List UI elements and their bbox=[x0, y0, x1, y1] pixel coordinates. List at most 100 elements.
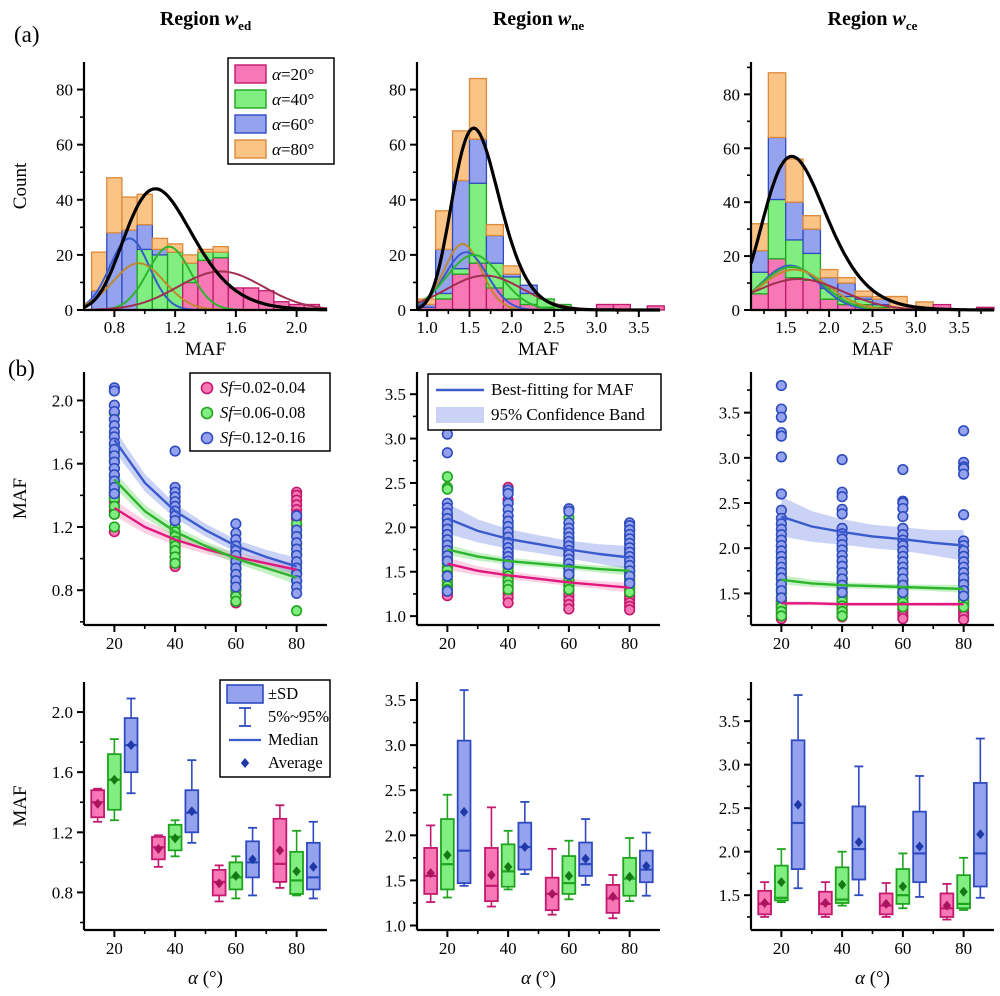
svg-text:3.0: 3.0 bbox=[586, 318, 607, 337]
svg-text:3.5: 3.5 bbox=[949, 318, 970, 337]
axes: 20 40 60 80 0.8 1.2 1.6 2.0 MAF bbox=[10, 372, 327, 653]
svg-text:40: 40 bbox=[500, 634, 517, 653]
svg-text:2.5: 2.5 bbox=[719, 494, 740, 513]
average-diamond bbox=[93, 798, 102, 809]
average-diamond bbox=[487, 869, 496, 880]
svg-text:40: 40 bbox=[167, 634, 184, 653]
fit-lines bbox=[113, 439, 297, 579]
svg-text:1.2: 1.2 bbox=[52, 823, 73, 842]
axes: 20 40 60 80 0.8 1.2 1.6 2.0 MAF α (°) bbox=[10, 682, 327, 989]
svg-text:60: 60 bbox=[894, 939, 911, 958]
svg-text:Average: Average bbox=[268, 753, 323, 772]
svg-text:0.8: 0.8 bbox=[52, 581, 73, 600]
svg-text:MAF: MAF bbox=[518, 339, 559, 360]
axes: 20 40 60 80 1.0 1.5 2.0 2.5 3.0 3.5 α (°) bbox=[385, 682, 660, 989]
average-diamond bbox=[426, 868, 435, 879]
svg-text:3.5: 3.5 bbox=[385, 691, 406, 710]
svg-text:α=80°: α=80° bbox=[272, 140, 314, 159]
axes: 0.8 1.2 1.6 2.0 0 20 40 60 80 Count MAF bbox=[10, 62, 327, 360]
average-diamond bbox=[443, 850, 452, 861]
axes: 20 40 60 80 1.0 1.5 2.0 2.5 3.0 3.5 bbox=[385, 372, 660, 653]
svg-text:80: 80 bbox=[723, 85, 740, 104]
svg-text:0.8: 0.8 bbox=[52, 883, 73, 902]
svg-text:3.0: 3.0 bbox=[719, 449, 740, 468]
svg-text:2.5: 2.5 bbox=[719, 799, 740, 818]
svg-text:Median: Median bbox=[268, 730, 318, 749]
axes: 20 40 60 80 1.5 2.0 2.5 3.0 3.5 bbox=[719, 372, 994, 653]
average-diamond bbox=[837, 879, 847, 890]
svg-text:MAF: MAF bbox=[852, 339, 893, 360]
legend: Sf=0.02-0.04 Sf=0.06-0.08 Sf=0.12-0.16 bbox=[189, 372, 331, 452]
average-diamond bbox=[959, 886, 968, 897]
total-fit-curve bbox=[83, 187, 328, 312]
svg-text:2.0: 2.0 bbox=[52, 703, 73, 722]
svg-text:40: 40 bbox=[389, 191, 406, 210]
svg-text:1.5: 1.5 bbox=[459, 318, 480, 337]
svg-text:80: 80 bbox=[955, 634, 972, 653]
svg-text:α=60°: α=60° bbox=[272, 115, 314, 134]
svg-text:20: 20 bbox=[773, 634, 790, 653]
panel-title-wce: Region wce bbox=[827, 8, 918, 33]
svg-text:60: 60 bbox=[389, 136, 406, 155]
svg-text:80: 80 bbox=[288, 634, 305, 653]
svg-text:2.0: 2.0 bbox=[286, 318, 307, 337]
svg-text:α (°): α (°) bbox=[521, 968, 556, 989]
svg-text:2.0: 2.0 bbox=[719, 843, 740, 862]
svg-text:20: 20 bbox=[723, 247, 740, 266]
svg-text:60: 60 bbox=[56, 136, 73, 155]
svg-text:60: 60 bbox=[723, 139, 740, 158]
svg-text:2.5: 2.5 bbox=[544, 318, 565, 337]
svg-text:3.0: 3.0 bbox=[905, 318, 926, 337]
svg-text:2.5: 2.5 bbox=[385, 474, 406, 493]
svg-text:5%~95%: 5%~95% bbox=[268, 707, 329, 726]
svg-text:MAF: MAF bbox=[10, 785, 31, 826]
svg-text:60: 60 bbox=[227, 939, 244, 958]
scatter-fit-region-wce: 20 40 60 80 1.5 2.0 2.5 3.0 3.5 bbox=[719, 372, 994, 653]
svg-text:α (°): α (°) bbox=[188, 968, 223, 989]
svg-text:3.5: 3.5 bbox=[385, 385, 406, 404]
svg-text:2.0: 2.0 bbox=[52, 391, 73, 410]
svg-text:40: 40 bbox=[834, 634, 851, 653]
svg-text:80: 80 bbox=[389, 81, 406, 100]
svg-text:3.5: 3.5 bbox=[628, 318, 649, 337]
svg-text:3.0: 3.0 bbox=[719, 756, 740, 775]
svg-text:20: 20 bbox=[439, 634, 456, 653]
stacked-bars bbox=[750, 72, 995, 311]
svg-text:Sf=0.06-0.08: Sf=0.06-0.08 bbox=[220, 403, 305, 422]
panel-title-wne: Region wne bbox=[492, 8, 585, 33]
boxplot-region-wed: 20 40 60 80 0.8 1.2 1.6 2.0 MAF α (°) ±SD 5%~95% Med… bbox=[10, 679, 331, 989]
svg-text:1.6: 1.6 bbox=[52, 763, 73, 782]
boxplot-region-wne: 20 40 60 80 1.0 1.5 2.0 2.5 3.0 3.5 α (°) bbox=[385, 682, 660, 989]
average-diamond bbox=[240, 758, 250, 768]
svg-text:20: 20 bbox=[773, 939, 790, 958]
svg-text:3.0: 3.0 bbox=[385, 430, 406, 449]
svg-text:Count: Count bbox=[10, 162, 31, 209]
svg-text:Best-fitting for MAF: Best-fitting for MAF bbox=[491, 380, 634, 399]
average-diamond bbox=[154, 843, 163, 854]
scatter-fit-region-wed: 20 40 60 800.81.21.62.0MAFSf=0.02-0.04Sf=0.… bbox=[10, 372, 331, 653]
svg-text:80: 80 bbox=[288, 939, 305, 958]
svg-text:α (°): α (°) bbox=[855, 968, 890, 989]
svg-text:80: 80 bbox=[621, 634, 638, 653]
svg-text:95% Confidence Band: 95% Confidence Band bbox=[491, 405, 645, 424]
average-diamond bbox=[126, 740, 136, 751]
svg-text:0.8: 0.8 bbox=[104, 318, 125, 337]
svg-text:Sf=0.02-0.04: Sf=0.02-0.04 bbox=[220, 378, 305, 397]
legend: α=20° α=40° α=60° α=80° bbox=[227, 57, 335, 165]
svg-text:2.0: 2.0 bbox=[818, 318, 839, 337]
svg-text:60: 60 bbox=[227, 634, 244, 653]
average-diamond bbox=[292, 866, 301, 877]
boxes bbox=[90, 697, 321, 903]
svg-text:20: 20 bbox=[56, 246, 73, 265]
svg-text:40: 40 bbox=[167, 939, 184, 958]
average-diamond bbox=[170, 833, 180, 844]
svg-text:α=20°: α=20° bbox=[272, 65, 314, 84]
average-diamond bbox=[187, 806, 197, 817]
svg-text:80: 80 bbox=[621, 939, 638, 958]
average-diamond bbox=[564, 870, 574, 881]
axes: 20 40 60 80 1.5 2.0 2.5 3.0 3.5 α (°) bbox=[719, 682, 994, 989]
average-diamond bbox=[214, 878, 224, 889]
legend: Best-fitting for MAF 95% Confidence Band bbox=[427, 373, 662, 431]
average-diamond bbox=[248, 854, 257, 865]
svg-text:±SD: ±SD bbox=[268, 684, 298, 703]
